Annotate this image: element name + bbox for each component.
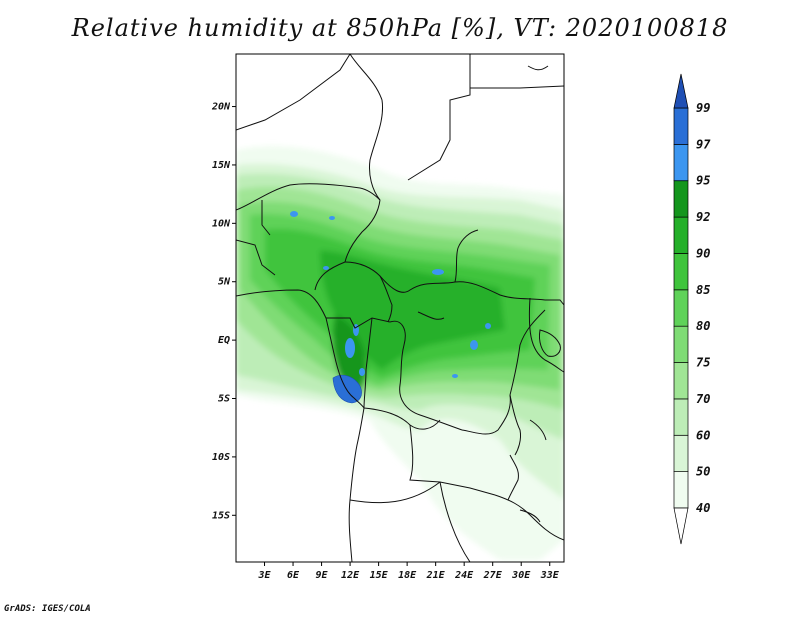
rh-patch-95 [470, 340, 478, 350]
colorbar-segment [673, 398, 689, 436]
coastline [236, 289, 365, 562]
lat-tick-label: 15S [212, 510, 230, 521]
humidity-field [236, 146, 564, 560]
lon-tick-label: 15E [370, 570, 389, 581]
rh-patch-95 [359, 368, 365, 376]
colorbar-segment [673, 471, 689, 509]
colorbar-segment [673, 434, 689, 472]
rh-high-patches [290, 211, 491, 404]
border [389, 320, 463, 431]
colorbar-label: 50 [696, 465, 710, 479]
border [379, 275, 393, 323]
border [454, 229, 479, 283]
lon-tick-label: 18E [398, 570, 417, 581]
colorbar-label: 60 [696, 428, 710, 442]
border [314, 261, 346, 291]
border [470, 85, 564, 89]
border [349, 481, 441, 504]
lake [519, 509, 541, 523]
rh-patch-95 [345, 338, 355, 358]
colorbar-top-arrow [673, 73, 689, 109]
lake [509, 394, 521, 456]
colorbar-label: 92 [696, 210, 710, 224]
lat-tick-label: EQ [218, 335, 230, 346]
border [439, 481, 471, 562]
lat-tick-label: 15N [212, 160, 231, 171]
lat-tick-label: 20N [211, 102, 231, 113]
rh-band-90 [320, 250, 505, 370]
colorbar-segment [673, 144, 689, 182]
colorbar-label: 97 [696, 137, 711, 151]
river [417, 311, 445, 320]
colorbar-label: 95 [696, 174, 710, 188]
border [349, 54, 384, 201]
colorbar-label: 70 [696, 392, 710, 406]
lat-tick-label: 10S [212, 452, 230, 463]
colorbar-label: 40 [696, 501, 710, 515]
border [236, 239, 276, 276]
lat-tick-label: 5N [218, 277, 231, 288]
border [261, 200, 271, 236]
lon-tick-label: 33E [540, 570, 560, 581]
colorbar-segment [673, 216, 689, 254]
border [363, 317, 373, 409]
border [344, 199, 381, 263]
rh-patch-95 [290, 211, 298, 217]
colorbar-segment [673, 180, 689, 218]
border [236, 54, 351, 131]
colorbar-segment [673, 362, 689, 400]
map-title: Relative humidity at 850hPa [%], VT: 202… [71, 14, 729, 42]
rh-patch-95 [329, 216, 335, 220]
lon-tick-label: 9E [316, 570, 329, 581]
border [236, 183, 381, 211]
border [326, 317, 391, 329]
lon-tick-label: 30E [511, 570, 531, 581]
border [528, 297, 564, 373]
colorbar-label: 99 [696, 101, 710, 115]
colorbar-segment [673, 253, 689, 291]
rh-patch-95 [485, 323, 491, 329]
rh-patch-95 [452, 374, 458, 378]
rh-patch-95 [323, 266, 329, 270]
border [494, 494, 564, 541]
lat-tick-label: 5S [218, 394, 230, 405]
lake [507, 454, 519, 501]
border [344, 261, 546, 301]
map-frame [235, 53, 565, 563]
lake [539, 329, 561, 357]
border [509, 309, 546, 396]
coastline [527, 65, 549, 71]
border [407, 54, 471, 181]
lat-tick-label: 10N [212, 218, 231, 229]
lon-tick-label: 6E [287, 570, 300, 581]
colorbar-label: 90 [696, 246, 710, 260]
colorbar-label: 80 [696, 319, 710, 333]
colorbar-bottom-arrow [673, 507, 689, 545]
colorbar-segment [673, 325, 689, 363]
colorbar-label: 75 [696, 356, 710, 370]
border [461, 394, 511, 435]
colorbar-label: 85 [696, 283, 710, 297]
map-borders [236, 54, 564, 562]
footer-credit: GrADS: IGES/COLA [4, 604, 91, 614]
colorbar-segment [673, 107, 689, 145]
rh-patch-97 [332, 374, 362, 404]
border [409, 424, 496, 496]
lake [529, 419, 547, 441]
lon-tick-label: 3E [257, 570, 271, 581]
lon-tick-label: 27E [483, 570, 503, 581]
colorbar: 40 50 60 70 75 80 85 90 92 95 97 99 [673, 73, 711, 545]
lon-tick-label: 21E [426, 570, 446, 581]
longitude-axis: 3E 6E 9E 12E 15E 18E 21E 24E 27E 30E 33E [257, 562, 560, 581]
lon-tick-label: 12E [341, 570, 360, 581]
border [545, 299, 564, 306]
latitude-axis: 20N 15N 10N 5N EQ 5S 10S 15S [211, 102, 236, 521]
lon-tick-label: 24E [454, 570, 474, 581]
rh-patch-95 [432, 269, 444, 275]
colorbar-segment [673, 289, 689, 327]
